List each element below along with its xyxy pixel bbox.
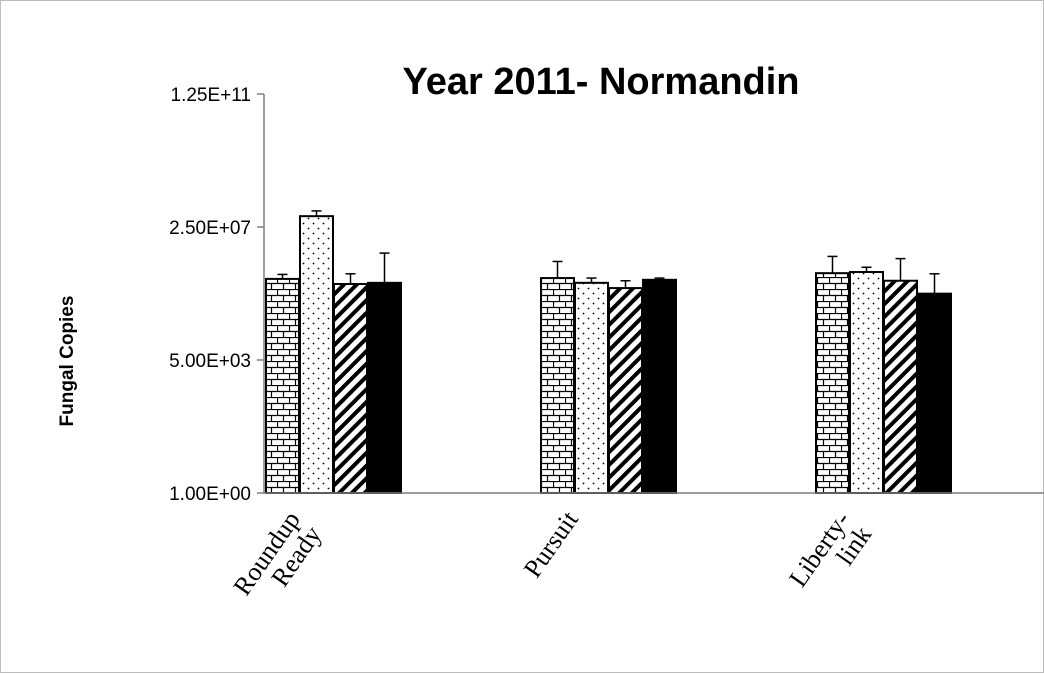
x-tick-label-2: Pursuit xyxy=(518,505,584,583)
bar-brick-2 xyxy=(540,277,575,495)
bar-brick-3 xyxy=(815,272,850,494)
bar-dots-1 xyxy=(299,215,334,494)
bar-diagonal-2 xyxy=(608,287,643,495)
x-axis-ticks: RoundupReady Pursuit Liberty-link xyxy=(227,505,877,616)
bar-solid-3 xyxy=(917,292,952,495)
bar-series-group xyxy=(265,215,952,495)
bar-brick-1 xyxy=(265,277,300,494)
y-axis-ticks: 1.00E+00 5.00E+03 2.50E+07 1.25E+11 xyxy=(169,85,264,505)
y-tick-label: 2.50E+07 xyxy=(169,218,251,239)
bar-diagonal-1 xyxy=(333,282,368,494)
bar-dots-3 xyxy=(849,271,884,494)
bar-diagonal-3 xyxy=(883,279,918,494)
y-axis-label: Fungal Copies xyxy=(57,296,78,427)
y-tick-label: 5.00E+03 xyxy=(169,351,251,372)
bar-solid-1 xyxy=(367,281,402,494)
x-tick-label-3: Liberty-link xyxy=(783,506,877,607)
y-tick-label: 1.00E+00 xyxy=(169,484,251,505)
chart-title: Year 2011- Normandin xyxy=(402,61,799,103)
y-tick-label: 1.25E+11 xyxy=(171,85,251,106)
x-tick-label-line: Pursuit xyxy=(518,505,584,583)
bar-solid-2 xyxy=(642,278,677,495)
bar-dots-2 xyxy=(574,281,609,494)
x-tick-label-1: RoundupReady xyxy=(227,506,327,616)
error-bars-group xyxy=(277,210,940,294)
